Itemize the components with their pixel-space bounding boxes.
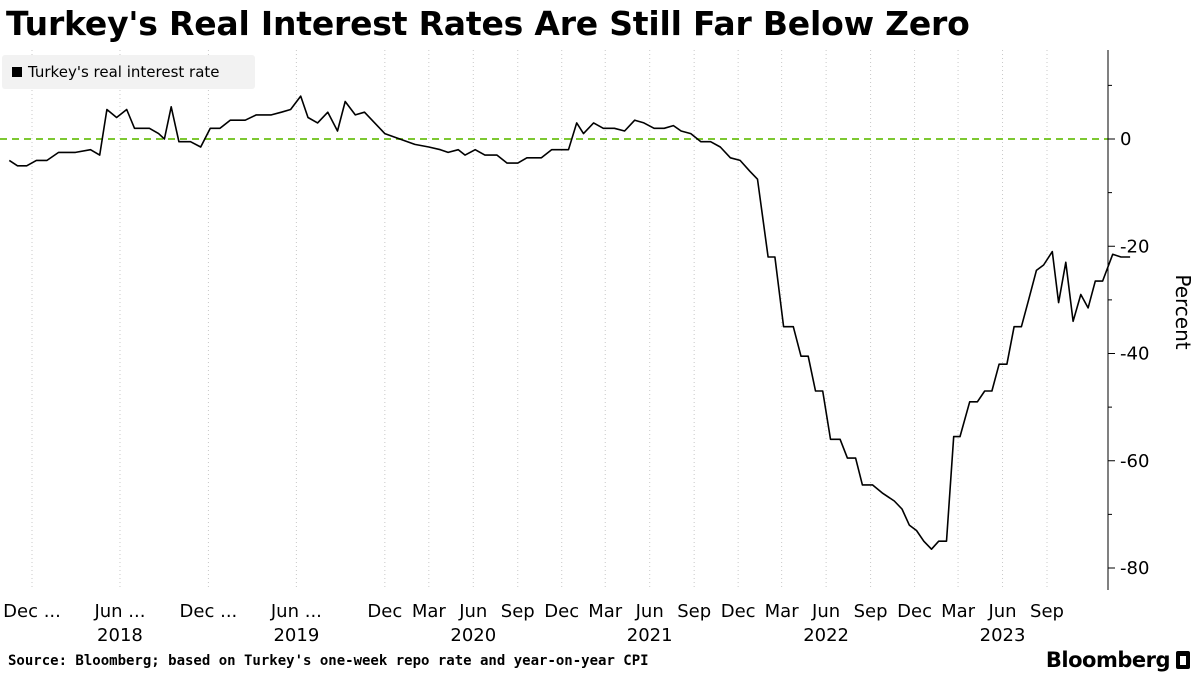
x-tick-label: Jun: [987, 601, 1016, 622]
x-tick-label: Dec: [721, 601, 756, 622]
y-tick-label: 0: [1120, 129, 1131, 150]
bloomberg-logo-icon: [1176, 651, 1190, 669]
y-tick-label: -60: [1120, 451, 1149, 472]
x-tick-label: Mar: [588, 601, 623, 622]
legend-label: Turkey's real interest rate: [28, 63, 220, 81]
x-tick-label: Jun: [458, 601, 487, 622]
y-axis-ticks: 0 -20 -40 -60 -80: [1108, 84, 1149, 579]
source-note: Source: Bloomberg; based on Turkey's one…: [8, 653, 649, 669]
x-tick-label: Jun ...: [93, 601, 145, 622]
x-tick-label: Sep: [854, 601, 888, 622]
x-tick-label: Jun: [811, 601, 840, 622]
x-year-label: 2020: [450, 625, 496, 646]
vertical-gridlines: [31, 50, 1048, 590]
x-tick-label: Dec ...: [3, 601, 61, 622]
x-tick-label: Sep: [501, 601, 535, 622]
brand-name: Bloomberg: [1045, 648, 1171, 672]
x-tick-label: Sep: [677, 601, 711, 622]
x-tick-label: Mar: [765, 601, 800, 622]
series-line-real-interest-rate: [8, 95, 1131, 550]
x-year-label: 2018: [97, 625, 143, 646]
x-tick-label: Dec: [544, 601, 579, 622]
x-tick-label: Dec ...: [180, 601, 238, 622]
bloomberg-brand: Bloomberg: [1046, 648, 1190, 672]
x-year-label: 2023: [980, 625, 1026, 646]
y-tick-label: -40: [1120, 344, 1149, 365]
x-year-label: 2021: [627, 625, 673, 646]
x-year-label: 2022: [803, 625, 849, 646]
y-tick-label: -20: [1120, 236, 1149, 257]
x-tick-label: Mar: [412, 601, 447, 622]
x-tick-label: Jun ...: [270, 601, 322, 622]
x-axis-year-labels: 2018 2019 2020 2021 2022 2023: [97, 625, 1025, 646]
x-tick-label: Jun: [635, 601, 664, 622]
x-tick-label: Dec: [367, 601, 402, 622]
legend-swatch: [12, 67, 22, 77]
legend: Turkey's real interest rate: [2, 55, 255, 89]
y-tick-label: -80: [1120, 558, 1149, 579]
x-year-label: 2019: [273, 625, 319, 646]
x-tick-label: Sep: [1030, 601, 1064, 622]
x-tick-label: Dec: [897, 601, 932, 622]
chart-title: Turkey's Real Interest Rates Are Still F…: [6, 4, 970, 43]
y-axis-label: Percent: [1171, 274, 1195, 349]
x-axis-ticks: Dec ... Jun ... Dec ... Jun ... Dec Mar Jun Sep…: [3, 601, 1064, 622]
x-tick-label: Mar: [941, 601, 976, 622]
